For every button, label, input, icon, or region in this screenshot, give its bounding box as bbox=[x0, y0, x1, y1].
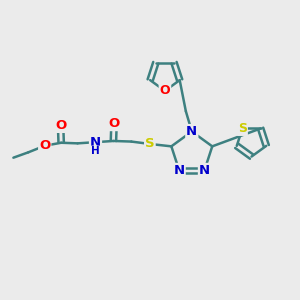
Text: S: S bbox=[238, 122, 247, 135]
Text: H: H bbox=[91, 146, 100, 156]
Text: O: O bbox=[108, 117, 120, 130]
Text: N: N bbox=[199, 164, 210, 177]
Text: O: O bbox=[160, 84, 170, 98]
Text: N: N bbox=[186, 125, 197, 138]
Text: O: O bbox=[39, 139, 50, 152]
Text: N: N bbox=[174, 164, 185, 177]
Text: N: N bbox=[90, 136, 101, 149]
Text: O: O bbox=[55, 119, 66, 132]
Text: S: S bbox=[145, 137, 155, 151]
